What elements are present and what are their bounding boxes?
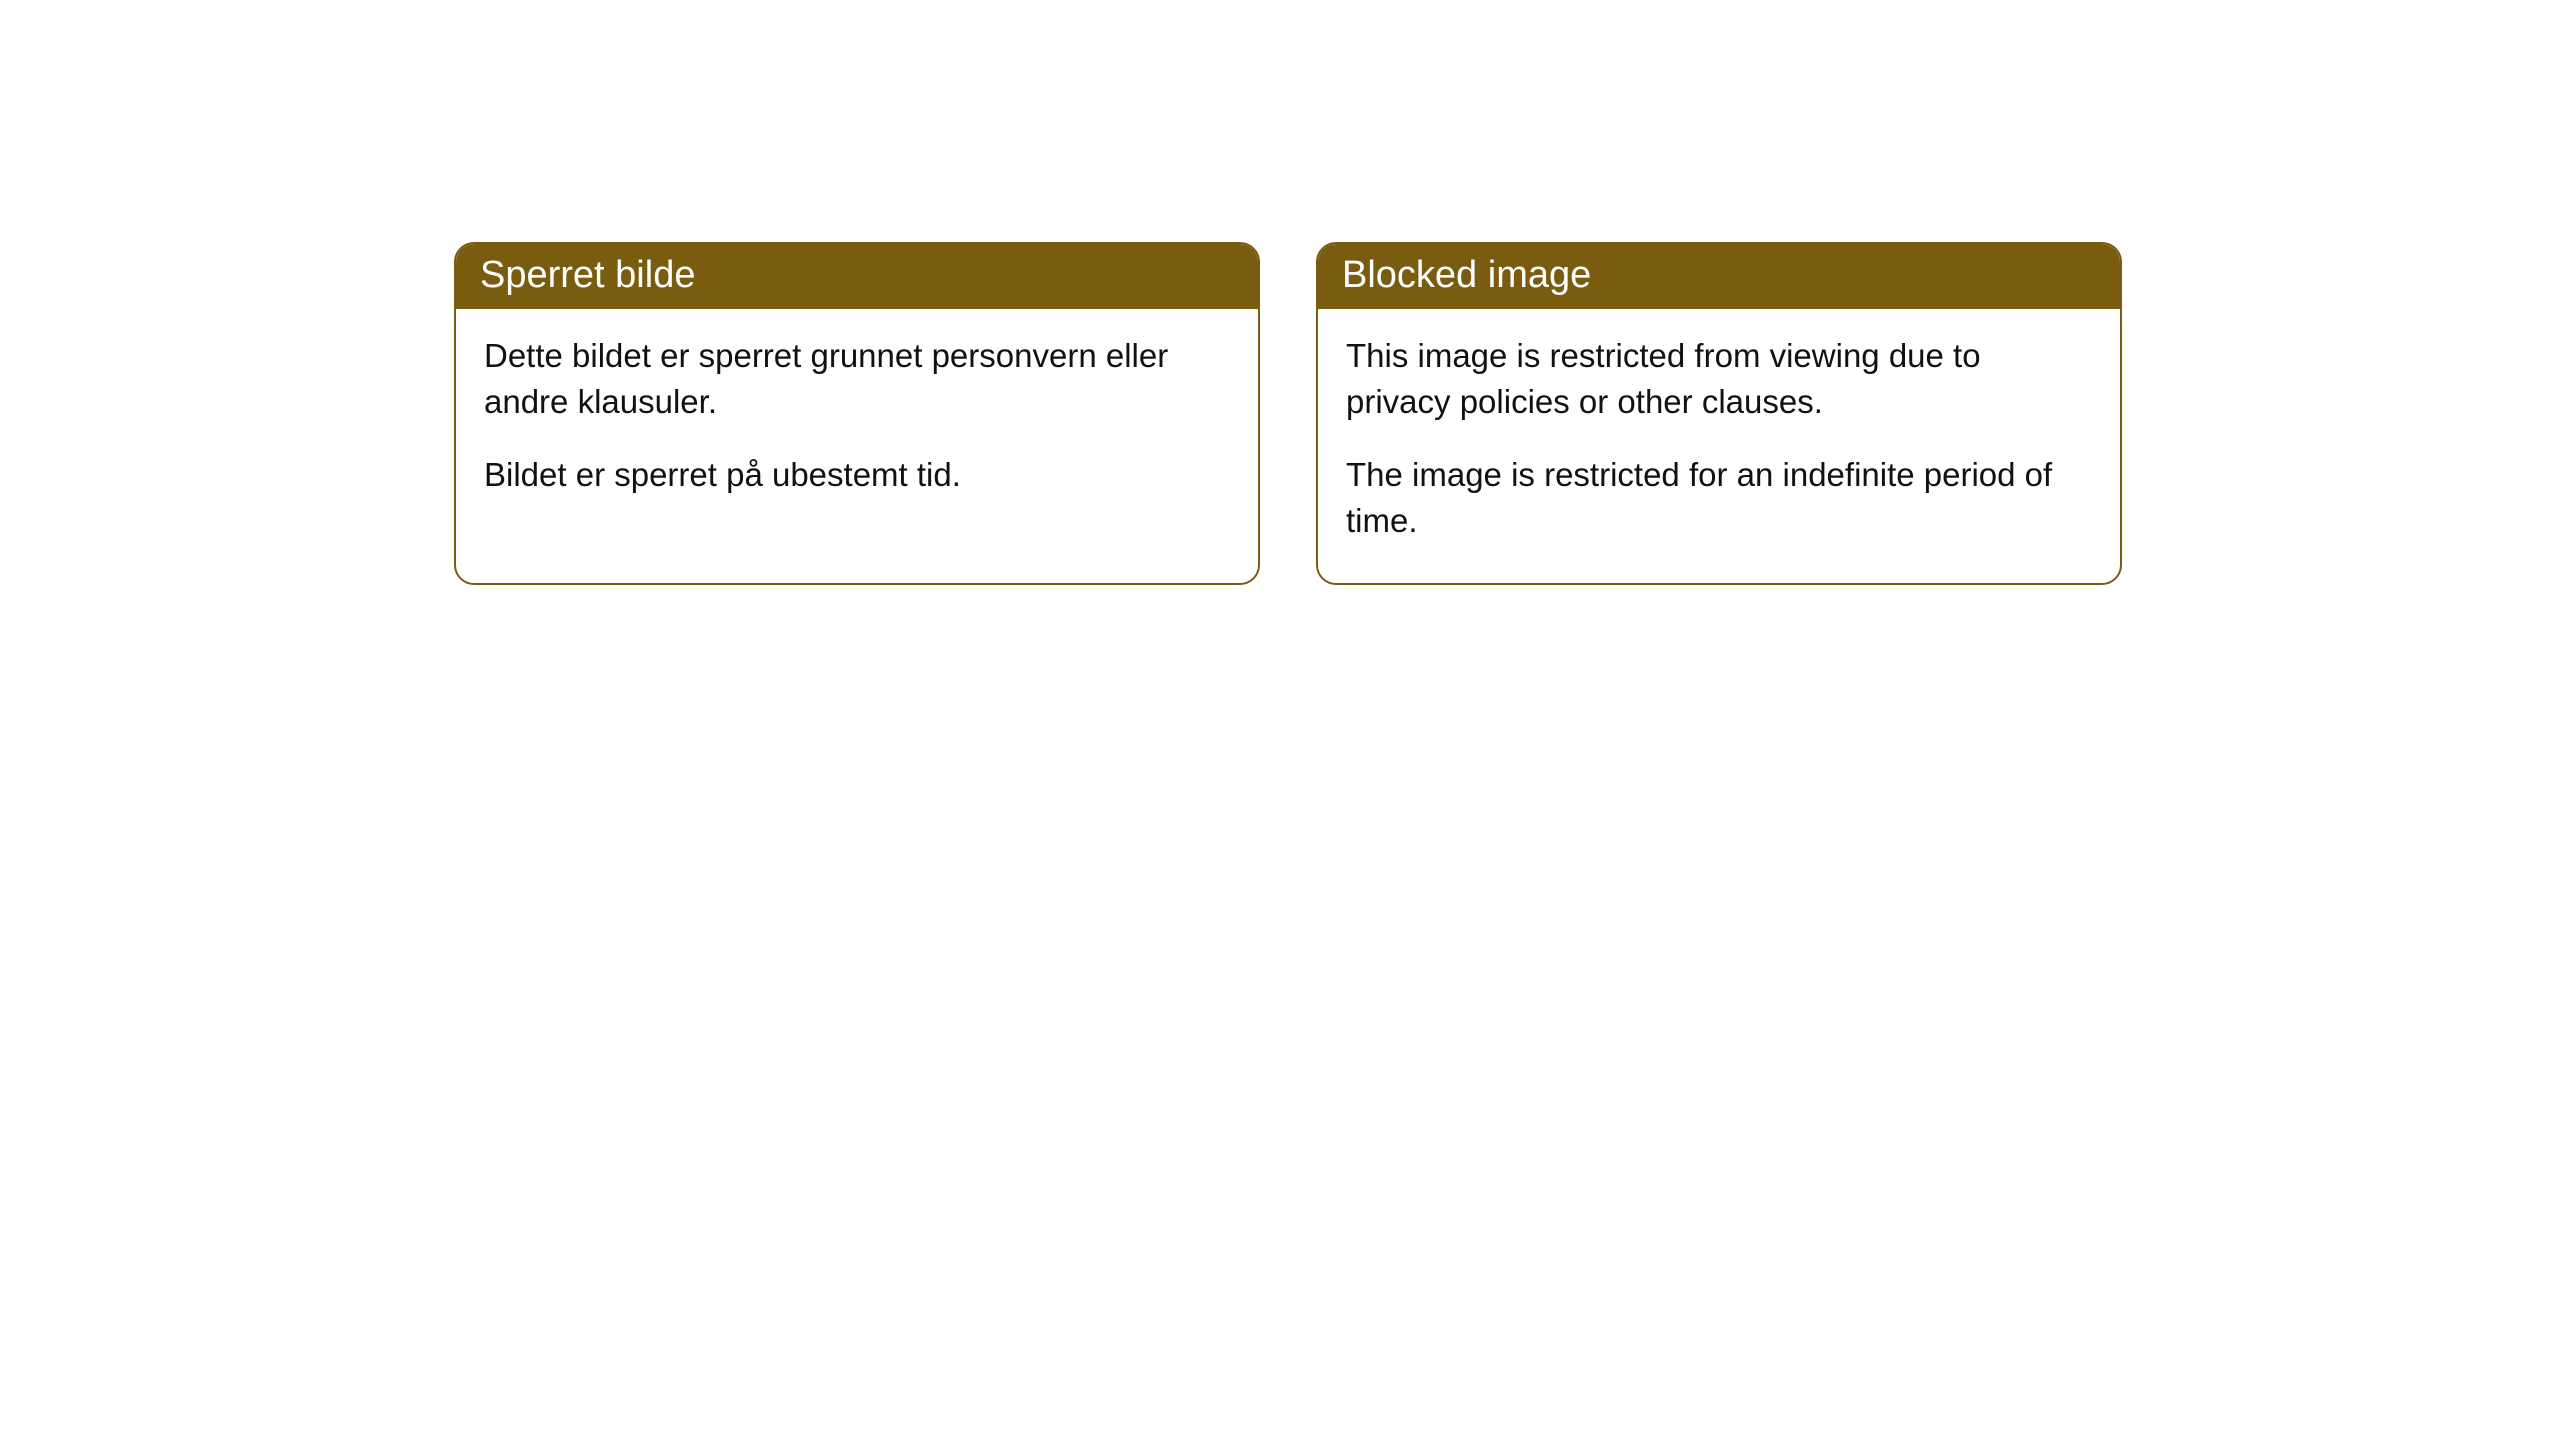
notice-container: Sperret bilde Dette bildet er sperret gr… bbox=[0, 0, 2560, 585]
card-body-no: Dette bildet er sperret grunnet personve… bbox=[456, 309, 1258, 538]
card-body-en: This image is restricted from viewing du… bbox=[1318, 309, 2120, 583]
card-header-en: Blocked image bbox=[1318, 244, 2120, 309]
card-paragraph-en-2: The image is restricted for an indefinit… bbox=[1346, 452, 2092, 543]
card-paragraph-no-1: Dette bildet er sperret grunnet personve… bbox=[484, 333, 1230, 424]
card-paragraph-en-1: This image is restricted from viewing du… bbox=[1346, 333, 2092, 424]
card-paragraph-no-2: Bildet er sperret på ubestemt tid. bbox=[484, 452, 1230, 498]
blocked-image-card-no: Sperret bilde Dette bildet er sperret gr… bbox=[454, 242, 1260, 585]
card-header-no: Sperret bilde bbox=[456, 244, 1258, 309]
blocked-image-card-en: Blocked image This image is restricted f… bbox=[1316, 242, 2122, 585]
